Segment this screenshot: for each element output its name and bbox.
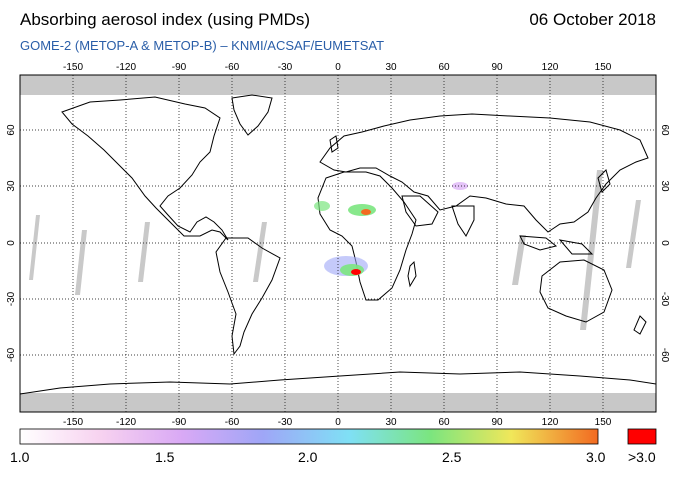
lat-tick-right: -30 — [659, 292, 670, 307]
plume-sahara — [314, 201, 330, 211]
lon-tick-bottom: 90 — [491, 417, 503, 428]
lon-tick-bottom: 30 — [385, 417, 397, 428]
colorbar-label: 1.5 — [155, 449, 175, 465]
coastlines — [20, 94, 656, 412]
lat-ticks-right: 60 30 0 -30 -60 — [659, 124, 670, 362]
map-panel — [20, 75, 656, 412]
lat-tick-right: 30 — [659, 180, 670, 192]
lon-tick-bottom: -150 — [63, 417, 83, 428]
map-frame — [19, 74, 657, 413]
lon-tick-top: -60 — [225, 62, 240, 73]
lon-tick-top: 150 — [595, 62, 612, 73]
colorbar-label: 2.0 — [298, 449, 318, 465]
lon-tick-top: -120 — [116, 62, 136, 73]
plume-southern-africa — [340, 264, 364, 276]
lat-ticks-left: 60 30 0 -30 -60 — [6, 124, 17, 362]
lon-tick-bottom: 60 — [438, 417, 450, 428]
lon-tick-top: 60 — [438, 62, 450, 73]
lon-tick-bottom: -60 — [225, 417, 240, 428]
plume-asia — [452, 182, 468, 190]
colorbar-label: 3.0 — [586, 449, 606, 465]
lon-tick-bottom: -90 — [172, 417, 187, 428]
map-date: 06 October 2018 — [529, 10, 656, 29]
colorbar-overflow-swatch — [627, 428, 657, 445]
orbit-gaps — [29, 170, 641, 330]
lon-tick-top: -150 — [63, 62, 83, 73]
map-subtitle: GOME-2 (METOP-A & METOP-B) – KNMI/ACSAF/… — [20, 38, 385, 53]
colorbar-overflow-label: >3.0 — [628, 449, 656, 465]
aerosol-plumes — [314, 182, 468, 276]
lon-tick-top: -30 — [278, 62, 293, 73]
lon-tick-top: 0 — [335, 62, 341, 73]
lat-tick-left: -30 — [6, 291, 17, 306]
lat-tick-right: 0 — [659, 240, 670, 246]
lon-tick-top: 90 — [491, 62, 503, 73]
graticule — [20, 75, 656, 412]
lat-tick-left: 0 — [6, 240, 17, 246]
lat-tick-right: -60 — [659, 348, 670, 363]
plume-southern-africa-core — [351, 269, 361, 275]
lon-tick-bottom: 150 — [595, 417, 612, 428]
lat-tick-left: -60 — [6, 347, 17, 362]
lon-tick-bottom: -30 — [278, 417, 293, 428]
lat-tick-left: 60 — [6, 124, 17, 136]
plume-west-africa — [348, 204, 376, 216]
lon-tick-top: 30 — [385, 62, 397, 73]
lon-tick-top: 120 — [542, 62, 559, 73]
colorbar-label: 2.5 — [442, 449, 462, 465]
lon-tick-top: -90 — [172, 62, 187, 73]
lon-tick-bottom: 120 — [542, 417, 559, 428]
plume-west-africa-core — [361, 209, 371, 215]
colorbar-label: 1.0 — [10, 449, 30, 465]
lon-ticks-top: -150 -120 -90 -60 -30 0 30 60 90 120 150 — [63, 62, 612, 73]
map-title: Absorbing aerosol index (using PMDs) — [20, 10, 311, 29]
lat-tick-left: 30 — [6, 180, 17, 192]
lon-tick-bottom: 0 — [335, 417, 341, 428]
colorbar-gradient — [19, 428, 599, 445]
lon-ticks-bottom: -150 -120 -90 -60 -30 0 30 60 90 120 150 — [63, 417, 612, 428]
lon-tick-bottom: -120 — [116, 417, 136, 428]
lat-tick-right: 60 — [659, 124, 670, 136]
